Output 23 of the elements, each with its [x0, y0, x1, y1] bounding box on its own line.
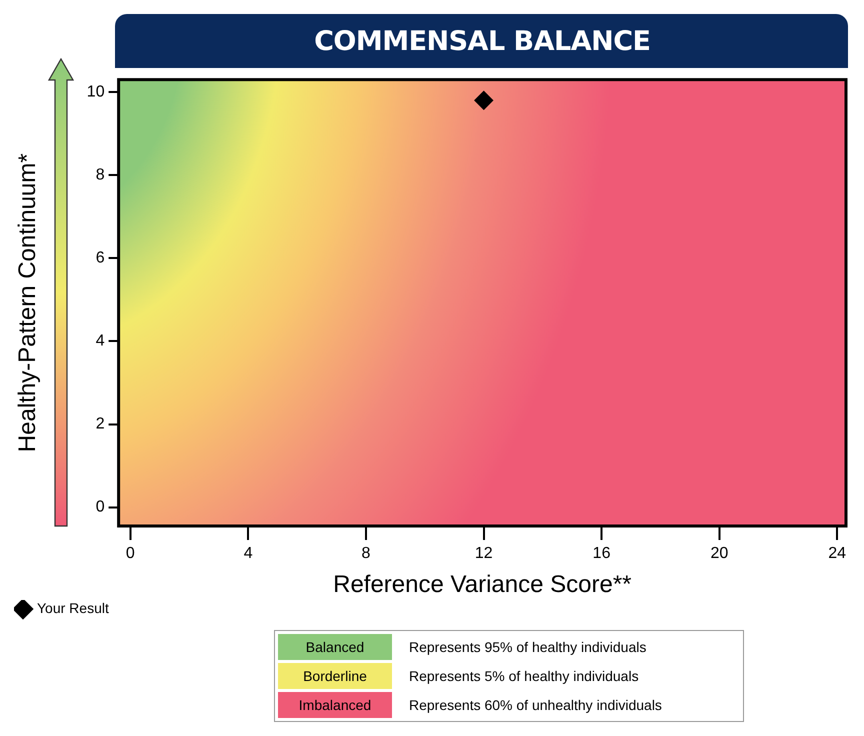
y-tick-label: 4 [96, 332, 105, 350]
legend-swatch: Balanced [278, 634, 392, 660]
x-tick-label: 8 [362, 545, 371, 562]
text: Represents 95% of healthy individuals [408, 638, 648, 657]
x-tick-label: 20 [710, 545, 728, 562]
y-tick-label: 2 [96, 416, 105, 433]
x-tick-label: 4 [244, 545, 253, 562]
chart-title: COMMENSAL BALANCE [313, 24, 652, 58]
y-tick-label: 0 [96, 498, 105, 516]
legend-label: Your Result [37, 600, 109, 616]
y-axis-title: Healthy-Pattern Continuum* [14, 153, 42, 452]
x-axis-title: Reference Variance Score** [333, 571, 632, 598]
x-tick-label: 24 [828, 545, 846, 562]
legend-swatch: Borderline [278, 663, 392, 689]
text: Represents 5% of healthy individuals [408, 667, 640, 686]
y-tick-label: 10 [86, 83, 105, 100]
legend-swatch: Imbalanced [278, 692, 392, 718]
x-tick-label: 16 [592, 545, 611, 562]
x-tick-label: 0 [126, 545, 135, 562]
x-tick-label: 12 [474, 545, 493, 562]
y-tick-label: 8 [96, 166, 105, 184]
y-tick-label: 6 [96, 250, 105, 267]
text: Represents 60% of unhealthy individuals [408, 696, 663, 715]
